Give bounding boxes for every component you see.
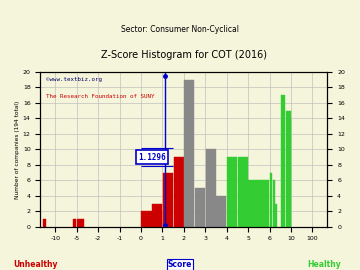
Bar: [286, 111, 291, 227]
Bar: [273, 180, 275, 227]
Y-axis label: Number of companies (194 total): Number of companies (194 total): [15, 100, 20, 198]
Bar: [206, 149, 216, 227]
Bar: [77, 219, 84, 227]
Bar: [152, 204, 162, 227]
Bar: [270, 173, 272, 227]
Text: Score: Score: [168, 260, 192, 269]
Bar: [280, 95, 285, 227]
Bar: [248, 180, 258, 227]
Title: Z-Score Histogram for COT (2016): Z-Score Histogram for COT (2016): [101, 50, 267, 60]
Text: Unhealthy: Unhealthy: [14, 260, 58, 269]
Bar: [73, 219, 76, 227]
Bar: [174, 157, 184, 227]
Text: ©www.textbiz.org: ©www.textbiz.org: [46, 77, 102, 82]
Bar: [275, 204, 277, 227]
Bar: [238, 157, 248, 227]
Bar: [163, 173, 173, 227]
Text: Sector: Consumer Non-Cyclical: Sector: Consumer Non-Cyclical: [121, 25, 239, 34]
Bar: [184, 80, 194, 227]
Bar: [141, 211, 162, 227]
Bar: [216, 196, 226, 227]
Text: Healthy: Healthy: [307, 260, 341, 269]
Bar: [227, 157, 237, 227]
Bar: [43, 219, 46, 227]
Bar: [195, 188, 205, 227]
Text: 1.1296: 1.1296: [138, 153, 166, 162]
Text: The Research Foundation of SUNY: The Research Foundation of SUNY: [46, 94, 154, 99]
Bar: [259, 180, 269, 227]
